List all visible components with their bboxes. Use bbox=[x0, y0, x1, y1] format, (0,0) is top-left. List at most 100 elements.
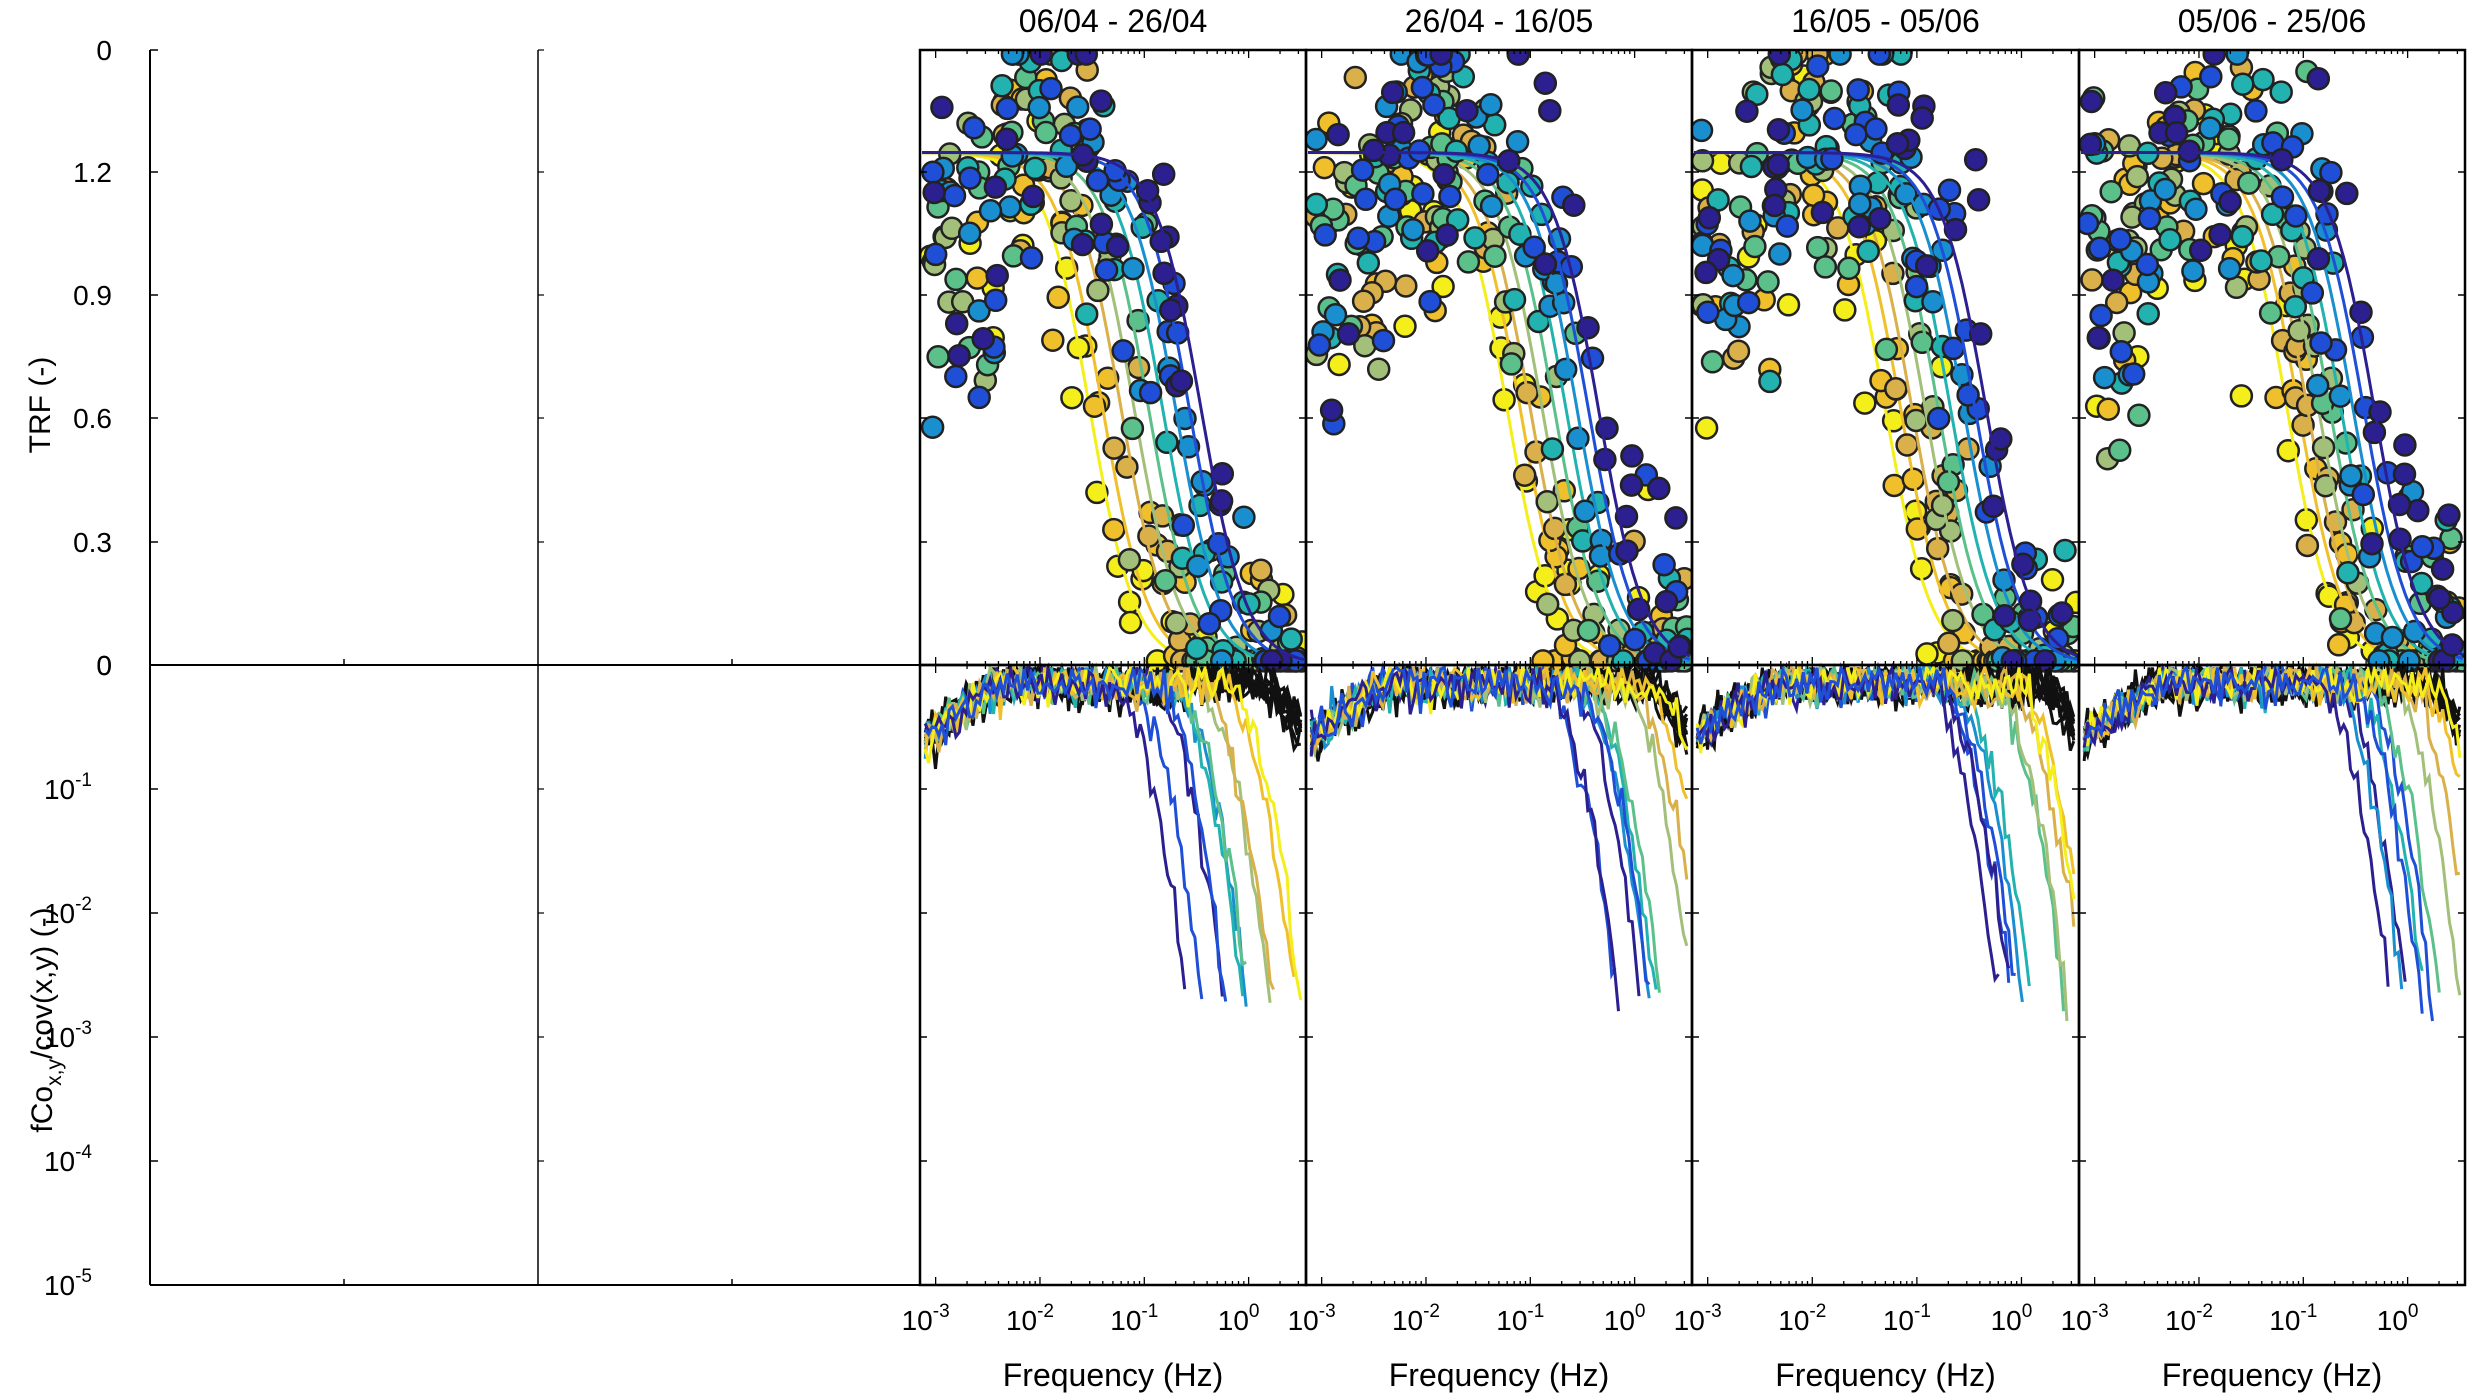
trf-point bbox=[1768, 242, 1792, 266]
trf-point bbox=[967, 299, 991, 323]
trf-point bbox=[1362, 138, 1386, 163]
trf-point bbox=[2218, 189, 2242, 214]
trf-point bbox=[2360, 531, 2384, 556]
trf-point bbox=[2309, 331, 2333, 355]
trf-point bbox=[2392, 462, 2417, 486]
trf-point bbox=[1915, 642, 1939, 666]
trf-point bbox=[1775, 214, 1800, 238]
trf-point bbox=[1393, 314, 1417, 339]
trf-point bbox=[1966, 188, 1991, 212]
trf-point bbox=[1499, 352, 1524, 376]
y-axis-label-bottom-main: fCo bbox=[26, 1086, 59, 1133]
trf-point bbox=[1904, 274, 1929, 299]
trf-point bbox=[1138, 380, 1163, 405]
x-tick-label: 10-2 bbox=[1006, 1301, 1054, 1336]
trf-point bbox=[1766, 152, 1790, 177]
trf-point bbox=[965, 266, 990, 290]
x-tick-label: 10-1 bbox=[2269, 1301, 2317, 1336]
trf-point bbox=[1848, 192, 1872, 216]
cospectrum-line bbox=[1695, 662, 2076, 900]
panel-frame-bottom bbox=[2077, 663, 2467, 1287]
trf-point bbox=[967, 385, 991, 410]
trf-point bbox=[1885, 131, 1910, 156]
trf-point bbox=[1019, 246, 1044, 270]
trf-point bbox=[1726, 339, 1751, 363]
trf-point bbox=[2393, 433, 2417, 457]
trf-point bbox=[1319, 398, 1344, 423]
trf-point bbox=[923, 242, 948, 267]
trf-point bbox=[958, 166, 982, 190]
trf-point bbox=[1535, 489, 1559, 514]
trf-point bbox=[1573, 499, 1597, 524]
trf-point bbox=[1647, 476, 1671, 501]
y-axis-label-bottom-sub: x,y bbox=[43, 1059, 66, 1086]
trf-point bbox=[1580, 346, 1605, 370]
trf-point bbox=[1089, 89, 1113, 113]
x-tick-label: 10-2 bbox=[1392, 1301, 1440, 1336]
x-tick-label: 100 bbox=[1218, 1301, 1260, 1336]
trf-point bbox=[1380, 80, 1405, 105]
trf-point bbox=[1085, 480, 1109, 505]
trf-point bbox=[1058, 123, 1083, 148]
cospectrum-line bbox=[2082, 663, 2390, 987]
trf-point bbox=[2380, 625, 2405, 650]
trf-point bbox=[1936, 631, 1961, 656]
trf-point bbox=[2260, 202, 2285, 227]
x-tick-label: 10-3 bbox=[2061, 1301, 2109, 1336]
trf-point bbox=[1111, 339, 1135, 363]
trf-point bbox=[944, 267, 968, 292]
trf-point bbox=[1435, 223, 1459, 247]
trf-point bbox=[2136, 301, 2160, 326]
trf-point bbox=[922, 180, 946, 205]
trf-point bbox=[1479, 194, 1504, 218]
trf-point bbox=[1758, 369, 1782, 394]
trf-point bbox=[2319, 160, 2343, 185]
y-axis-label-bottom-rest: /cov(x,y) (-) bbox=[26, 907, 59, 1059]
trf-point bbox=[1279, 627, 1303, 651]
panel-marks bbox=[1692, 50, 2079, 1022]
trf-point bbox=[2135, 252, 2160, 277]
trf-point bbox=[1762, 193, 1787, 218]
trf-point bbox=[2437, 503, 2461, 527]
trf-point bbox=[1169, 369, 1194, 393]
trf-point bbox=[1502, 287, 1527, 312]
trf-point bbox=[1313, 223, 1337, 247]
trf-point bbox=[2127, 403, 2151, 428]
trf-point bbox=[2225, 50, 2249, 66]
trf-point bbox=[1745, 82, 1769, 106]
panel-marks bbox=[1306, 50, 1692, 1012]
panel-1: 10-3 10-2 10-1 100 06/04 - 26/04 Frequency (H… bbox=[902, 3, 1308, 1393]
trf-point bbox=[2284, 204, 2308, 228]
trf-point bbox=[2181, 259, 2205, 283]
cospectrum-line bbox=[1309, 665, 1651, 986]
trf-point bbox=[1743, 234, 1767, 259]
trf-point bbox=[1232, 505, 1256, 529]
trf-point bbox=[1968, 322, 1993, 346]
trf-point bbox=[2336, 561, 2360, 585]
trf-point bbox=[1692, 118, 1714, 143]
trf-point bbox=[2153, 80, 2178, 105]
trf-point bbox=[2208, 222, 2232, 247]
trf-point bbox=[1721, 263, 1745, 288]
trf-point bbox=[1921, 290, 1945, 314]
trf-point bbox=[1619, 473, 1644, 497]
trf-point bbox=[1562, 193, 1586, 217]
trf-point bbox=[2125, 164, 2150, 189]
trf-point bbox=[2229, 384, 2254, 408]
trf-point bbox=[1846, 78, 1870, 102]
trf-point bbox=[2249, 249, 2273, 273]
trf-fit-line bbox=[2081, 151, 2464, 657]
trf-point bbox=[971, 326, 995, 351]
cospectrum-line bbox=[1695, 661, 2076, 875]
trf-point bbox=[2092, 365, 2117, 390]
trf-point bbox=[2230, 224, 2255, 249]
trf-point bbox=[1479, 92, 1503, 117]
trf-point bbox=[1776, 293, 1801, 317]
trf-point bbox=[1813, 255, 1838, 279]
trf-point bbox=[2351, 482, 2376, 507]
trf-point bbox=[2153, 177, 2177, 202]
trf-point bbox=[1856, 239, 1880, 264]
trf-point bbox=[1463, 226, 1487, 250]
trf-point bbox=[947, 343, 971, 368]
